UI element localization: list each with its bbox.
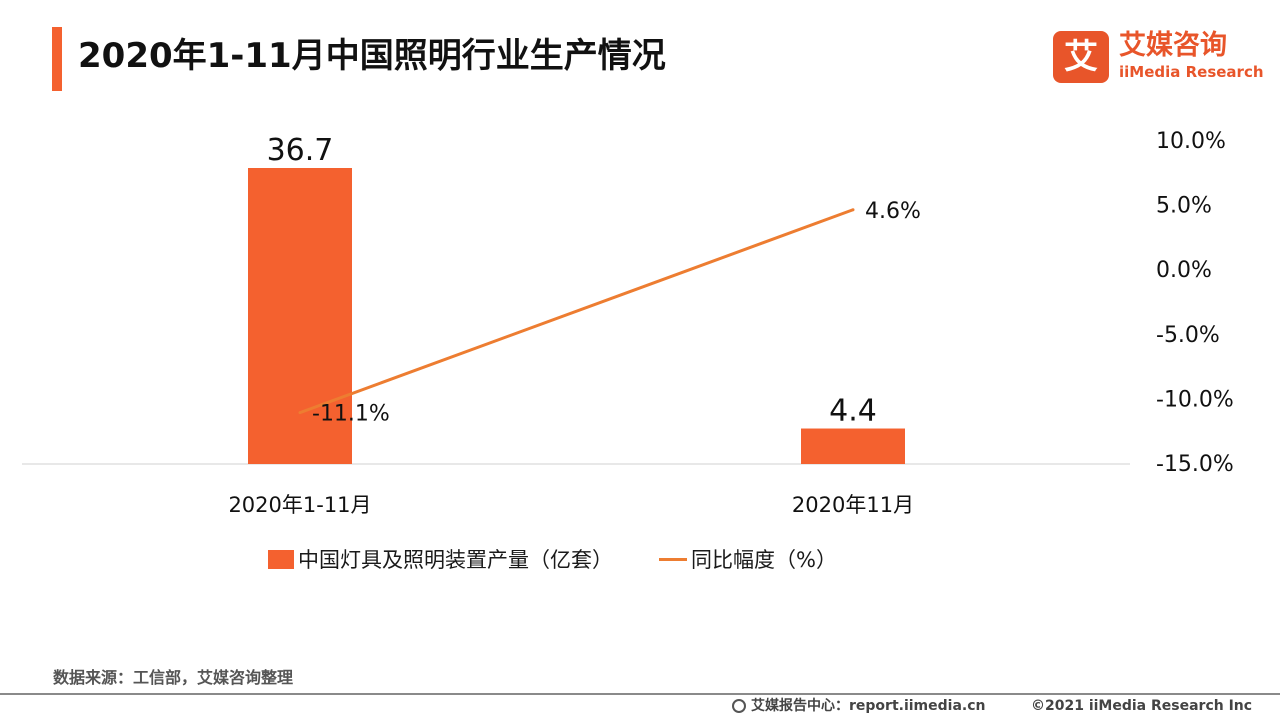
x-tick-label-1: 2020年11月: [792, 493, 914, 517]
y-right-tick-label-3: -5.0%: [1156, 323, 1220, 348]
bar-value-label-0: 36.7: [267, 133, 334, 168]
globe-icon: [732, 699, 746, 713]
y-right-tick-label-5: -15.0%: [1156, 452, 1234, 477]
bar-1: [801, 428, 905, 464]
data-source-note: 数据来源：工信部，艾媒咨询整理: [53, 668, 294, 687]
legend-item-yoy: 同比幅度（%）: [659, 544, 837, 574]
footer-divider: [0, 693, 1280, 695]
yoy-point-1: [851, 208, 855, 212]
footer-copyright: ©2021 iiMedia Research Inc: [1031, 698, 1253, 714]
bar-0: [248, 168, 352, 464]
legend-label-production: 中国灯具及照明装置产量（亿套）: [298, 548, 613, 572]
y-right-tick-label-2: 0.0%: [1156, 258, 1212, 283]
y-right-tick-label-4: -10.0%: [1156, 387, 1234, 412]
y-right-tick-label-0: 10.0%: [1156, 129, 1226, 154]
legend-item-production: 中国灯具及照明装置产量（亿套）: [268, 544, 613, 574]
title-accent-bar: [52, 27, 62, 91]
yoy-point-0: [298, 411, 302, 415]
logo-english-text: iiMedia Research: [1119, 63, 1264, 81]
yoy-value-label-0: -11.1%: [312, 402, 390, 427]
footer-report-text: 艾媒报告中心：report.iimedia.cn: [751, 698, 986, 714]
yoy-value-label-1: 4.6%: [865, 199, 921, 224]
x-tick-label-0: 2020年1-11月: [228, 493, 371, 517]
logo-mark-icon: 艾: [1053, 31, 1109, 83]
logo-chinese-text: 艾媒咨询: [1119, 30, 1227, 61]
legend-bar-swatch: [268, 549, 294, 569]
legend-line-swatch: [659, 557, 687, 561]
footer-report-link[interactable]: 艾媒报告中心：report.iimedia.cn: [732, 696, 986, 716]
bar-value-label-1: 4.4: [829, 394, 877, 429]
yoy-line: [299, 208, 854, 415]
brand-logo: 艾 艾媒咨询 iiMedia Research: [1053, 30, 1265, 87]
chart-legend: 中国灯具及照明装置产量（亿套） 同比幅度（%）: [268, 543, 883, 575]
legend-label-yoy: 同比幅度（%）: [691, 548, 837, 572]
y-right-tick-label-1: 5.0%: [1156, 194, 1212, 219]
page-title: 2020年1-11月中国照明行业生产情况: [78, 36, 666, 76]
